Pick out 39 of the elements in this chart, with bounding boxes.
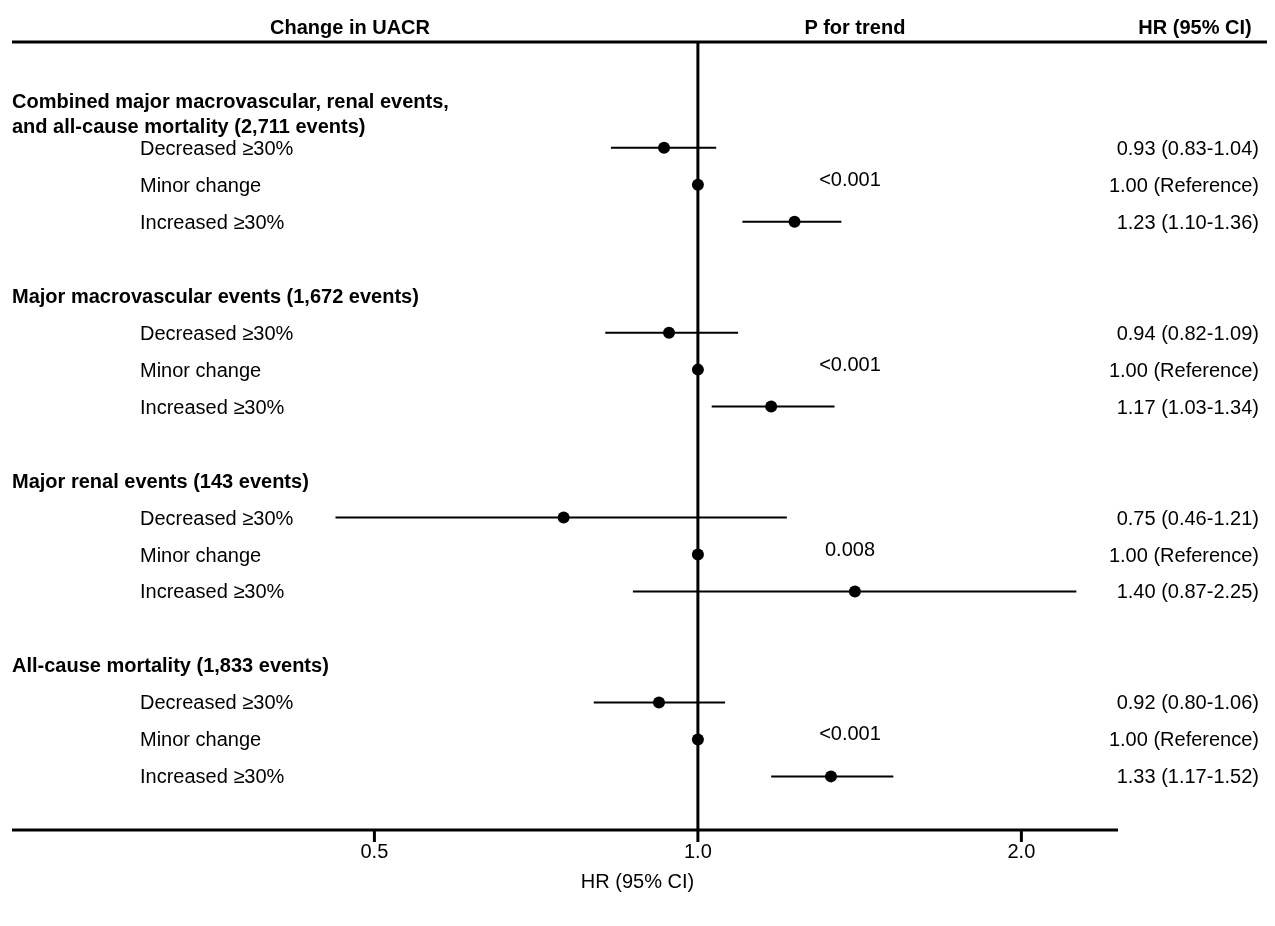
data-label: 1.33 (1.17-1.52)	[1116, 765, 1259, 788]
annotation: <0.001	[819, 167, 881, 190]
y-tick-label: Increased ≥30%	[140, 210, 285, 233]
y-tick-label: Minor change	[140, 543, 262, 566]
y-tick-label: All-cause mortality (1,833 events)	[12, 654, 329, 677]
data-label: 1.00 (Reference)	[1108, 543, 1259, 566]
y-tick-label: Combined major macrovascular, renal events, and all-cause mortality (2,711 events)	[12, 89, 449, 137]
data-label: 0.93 (0.83-1.04)	[1116, 136, 1259, 159]
y-tick-label: Decreased ≥30%	[140, 506, 294, 529]
data-label: 1.17 (1.03-1.34)	[1116, 395, 1259, 418]
y-tick-label: Major renal events (143 events)	[12, 469, 309, 492]
x-tick-label: 1.0	[683, 840, 712, 863]
data-label: 0.92 (0.80-1.06)	[1116, 691, 1259, 714]
y-tick-label: Increased ≥30%	[140, 395, 285, 418]
annotation: <0.001	[819, 352, 881, 375]
text: HR (95% CI)	[1138, 16, 1252, 38]
data-label: 1.23 (1.10-1.36)	[1116, 210, 1259, 233]
y-tick-label: Increased ≥30%	[140, 580, 285, 603]
y-tick-label: Major macrovascular events (1,672 events)	[12, 284, 419, 307]
data-label: 1.00 (Reference)	[1108, 358, 1259, 381]
data-label: 0.75 (0.46-1.21)	[1116, 506, 1259, 529]
text: P for trend	[804, 16, 906, 38]
y-tick-label: Decreased ≥30%	[140, 691, 294, 714]
data-label: 0.94 (0.82-1.09)	[1116, 321, 1259, 344]
data-label: 1.00 (Reference)	[1108, 728, 1259, 751]
y-tick-label: Increased ≥30%	[140, 765, 285, 788]
y-tick-label: Minor change	[140, 728, 262, 751]
annotation: 0.008	[824, 537, 876, 560]
data-label: 1.00 (Reference)	[1108, 173, 1259, 196]
x-axis-title: HR (95% CI)	[580, 870, 695, 892]
annotation: <0.001	[819, 722, 881, 745]
y-tick-label: Minor change	[140, 358, 262, 381]
x-tick-label: 0.5	[360, 840, 389, 863]
y-axis-title: Change in UACR	[270, 16, 431, 38]
x-tick-label: 2.0	[1007, 840, 1036, 863]
y-tick-label: Minor change	[140, 173, 262, 196]
y-tick-label: Decreased ≥30%	[140, 136, 294, 159]
data-label: 1.40 (0.87-2.25)	[1116, 580, 1259, 603]
y-tick-label: Decreased ≥30%	[140, 321, 294, 344]
